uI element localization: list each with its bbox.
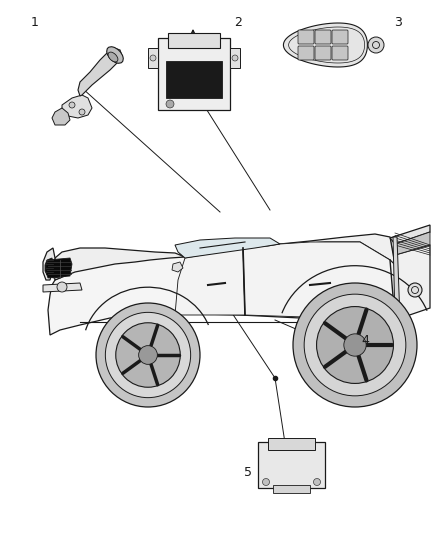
Circle shape	[139, 345, 157, 365]
Polygon shape	[43, 248, 55, 280]
Ellipse shape	[108, 52, 118, 62]
Circle shape	[57, 282, 67, 292]
FancyBboxPatch shape	[335, 348, 341, 368]
FancyBboxPatch shape	[315, 46, 331, 60]
Polygon shape	[46, 258, 72, 278]
FancyBboxPatch shape	[328, 350, 348, 356]
Text: 1: 1	[31, 15, 39, 28]
Polygon shape	[175, 238, 280, 258]
FancyBboxPatch shape	[258, 442, 325, 488]
Circle shape	[232, 55, 238, 61]
Polygon shape	[45, 258, 53, 275]
FancyBboxPatch shape	[158, 38, 230, 110]
Text: 2: 2	[234, 15, 242, 28]
Polygon shape	[48, 235, 400, 335]
FancyBboxPatch shape	[168, 33, 220, 48]
Polygon shape	[283, 23, 367, 67]
Circle shape	[150, 55, 156, 61]
Polygon shape	[255, 234, 395, 265]
Text: 5: 5	[244, 465, 252, 479]
Polygon shape	[172, 262, 183, 272]
FancyBboxPatch shape	[298, 30, 314, 44]
Circle shape	[166, 100, 174, 108]
Circle shape	[293, 283, 417, 407]
Circle shape	[344, 334, 366, 356]
FancyBboxPatch shape	[273, 485, 310, 493]
Polygon shape	[52, 264, 70, 278]
Ellipse shape	[107, 47, 123, 63]
Circle shape	[304, 294, 406, 396]
FancyBboxPatch shape	[268, 438, 315, 450]
Text: 4: 4	[361, 334, 369, 346]
Polygon shape	[395, 245, 430, 320]
Polygon shape	[43, 283, 82, 292]
Circle shape	[69, 102, 75, 108]
Polygon shape	[243, 242, 395, 320]
Circle shape	[408, 283, 422, 297]
FancyBboxPatch shape	[330, 331, 346, 343]
Circle shape	[314, 479, 321, 486]
Polygon shape	[52, 108, 70, 125]
Polygon shape	[390, 225, 430, 244]
Circle shape	[368, 37, 384, 53]
Polygon shape	[175, 248, 245, 315]
Polygon shape	[53, 248, 185, 280]
Polygon shape	[62, 95, 92, 118]
FancyBboxPatch shape	[332, 46, 348, 60]
FancyBboxPatch shape	[230, 48, 240, 68]
Circle shape	[262, 479, 269, 486]
Circle shape	[79, 109, 85, 115]
Circle shape	[96, 303, 200, 407]
Circle shape	[317, 306, 393, 383]
Circle shape	[106, 312, 191, 398]
FancyBboxPatch shape	[166, 61, 222, 98]
FancyBboxPatch shape	[148, 48, 158, 68]
FancyBboxPatch shape	[332, 30, 348, 44]
Text: 3: 3	[394, 15, 402, 28]
FancyBboxPatch shape	[315, 30, 331, 44]
Polygon shape	[78, 48, 122, 96]
FancyBboxPatch shape	[298, 46, 314, 60]
Polygon shape	[335, 386, 341, 392]
Circle shape	[116, 323, 180, 387]
Polygon shape	[395, 232, 430, 255]
Polygon shape	[393, 237, 400, 320]
